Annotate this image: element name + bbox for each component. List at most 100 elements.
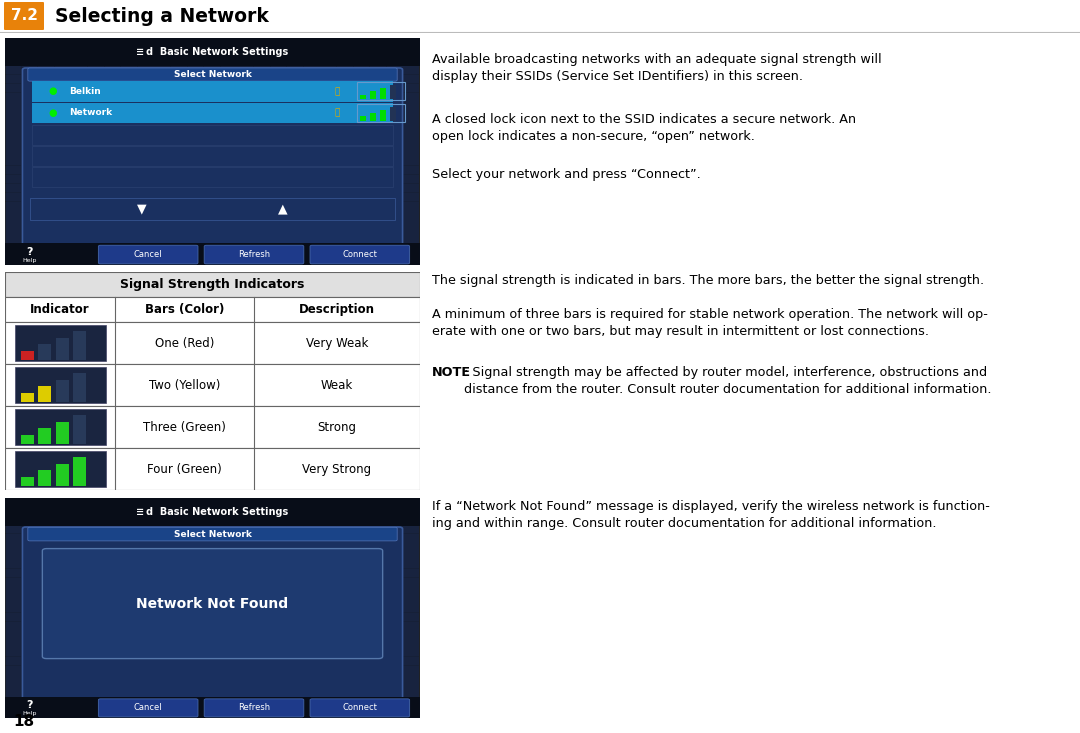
Bar (321, 111, 336, 119)
Bar (121, 139, 137, 147)
Bar (55, 56, 70, 65)
Bar (5, 525, 21, 533)
Bar (154, 193, 171, 202)
Bar (204, 238, 220, 247)
Bar (353, 710, 369, 718)
Bar (204, 184, 220, 192)
Bar (38, 657, 54, 666)
Bar (121, 193, 137, 202)
Bar (138, 174, 153, 183)
Bar (337, 229, 353, 237)
Bar (55, 516, 70, 524)
Bar (337, 701, 353, 710)
Bar (188, 683, 203, 692)
Text: Two (Yellow): Two (Yellow) (149, 378, 220, 391)
Bar (287, 174, 303, 183)
Bar (404, 701, 419, 710)
Bar (387, 166, 403, 174)
Bar (138, 202, 153, 210)
Bar (5, 66, 21, 74)
Bar (321, 120, 336, 129)
Bar (337, 193, 353, 202)
Bar (154, 551, 171, 559)
Bar (238, 630, 253, 638)
Bar (220, 569, 237, 577)
Bar (22, 595, 38, 603)
Bar (321, 622, 336, 630)
Bar (254, 102, 270, 111)
Bar (204, 220, 220, 229)
Bar (171, 507, 187, 515)
Bar (254, 666, 270, 674)
Bar (105, 595, 120, 603)
FancyBboxPatch shape (204, 699, 303, 717)
Bar (387, 211, 403, 220)
Bar (55, 666, 70, 674)
Bar (337, 184, 353, 192)
Bar (254, 701, 270, 710)
Bar (353, 569, 369, 577)
Bar (105, 156, 120, 165)
Bar (303, 666, 320, 674)
Bar (105, 139, 120, 147)
Bar (87, 102, 104, 111)
Bar (404, 692, 419, 701)
Bar (370, 166, 386, 174)
Bar (271, 604, 286, 612)
Bar (138, 569, 153, 577)
Bar (404, 184, 419, 192)
Bar (303, 174, 320, 183)
Bar (404, 586, 419, 594)
Bar (271, 120, 286, 129)
Bar (55, 551, 70, 559)
Bar (321, 156, 336, 165)
Bar (271, 560, 286, 568)
Bar (238, 238, 253, 247)
Bar (404, 551, 419, 559)
Bar (287, 93, 303, 102)
Bar (287, 674, 303, 683)
Bar (238, 710, 253, 718)
Bar (71, 220, 87, 229)
Text: Four (Green): Four (Green) (147, 463, 221, 476)
Bar (121, 683, 137, 692)
Bar (387, 630, 403, 638)
Bar (370, 586, 386, 594)
Text: A closed lock icon next to the SSID indicates a secure network. An
open lock ind: A closed lock icon next to the SSID indi… (432, 113, 856, 143)
Bar (71, 639, 87, 647)
Bar (204, 586, 220, 594)
Bar (370, 516, 386, 524)
Bar (271, 551, 286, 559)
Bar (387, 129, 403, 138)
Bar (38, 622, 54, 630)
Bar (238, 38, 253, 47)
Bar (337, 66, 353, 74)
Bar (404, 569, 419, 577)
Bar (138, 211, 153, 220)
Bar (254, 147, 270, 156)
Bar (38, 184, 54, 192)
Bar (287, 622, 303, 630)
Bar (204, 56, 220, 65)
Bar (38, 516, 54, 524)
Bar (121, 111, 137, 119)
Bar (5, 247, 21, 256)
Bar (254, 120, 270, 129)
Bar (138, 622, 153, 630)
Bar (38, 586, 54, 594)
Bar (321, 129, 336, 138)
Bar (188, 534, 203, 542)
FancyBboxPatch shape (98, 246, 198, 264)
Bar (154, 657, 171, 666)
Bar (38, 84, 54, 92)
Bar (321, 147, 336, 156)
Bar (38, 111, 54, 119)
Bar (303, 129, 320, 138)
Bar (188, 674, 203, 683)
Bar (353, 111, 369, 119)
Bar (22, 613, 38, 621)
Bar (22, 560, 38, 568)
Bar (353, 66, 369, 74)
Bar (370, 238, 386, 247)
Bar (254, 542, 270, 550)
